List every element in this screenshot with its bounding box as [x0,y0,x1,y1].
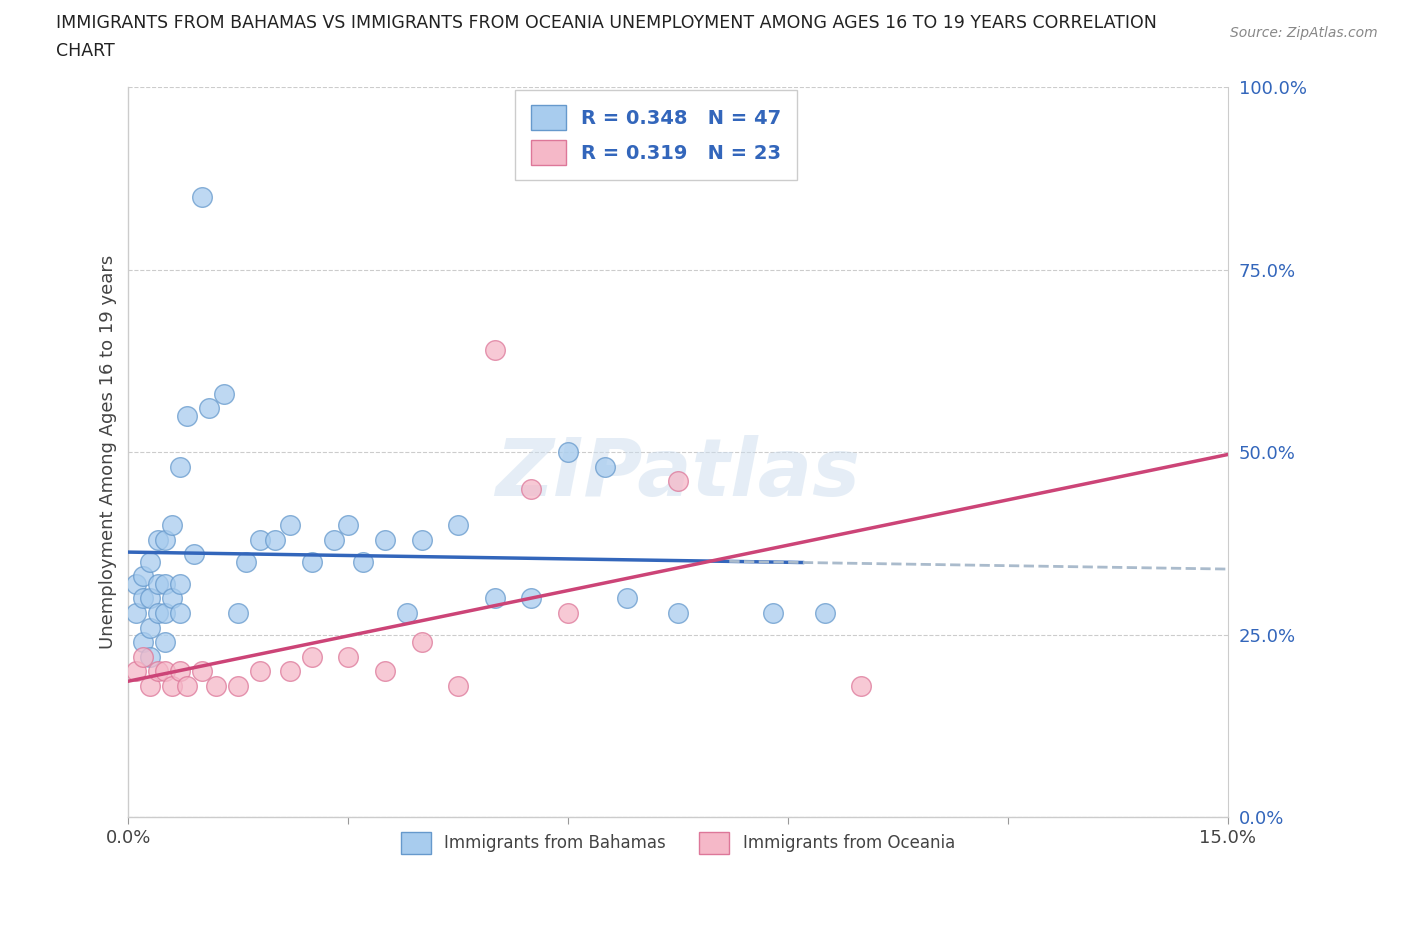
Point [447,518,470,533]
Point [176,408,198,423]
Point [153,577,176,591]
Point [557,445,579,459]
Point [301,649,323,664]
Point [153,664,176,679]
Point [235,554,257,569]
Point [169,459,191,474]
Point [762,605,785,620]
Point [520,591,543,605]
Point [851,679,873,694]
Point [139,591,162,605]
Text: IMMIGRANTS FROM BAHAMAS VS IMMIGRANTS FROM OCEANIA UNEMPLOYMENT AMONG AGES 16 TO: IMMIGRANTS FROM BAHAMAS VS IMMIGRANTS FR… [56,14,1157,32]
Text: CHART: CHART [56,42,115,60]
Point [616,591,638,605]
Point [146,664,169,679]
Point [176,679,198,694]
Legend: Immigrants from Bahamas, Immigrants from Oceania: Immigrants from Bahamas, Immigrants from… [394,826,962,860]
Point [162,518,184,533]
Point [411,634,433,649]
Point [132,591,155,605]
Point [813,605,835,620]
Point [162,591,184,605]
Point [190,664,212,679]
Point [352,554,374,569]
Text: ZIPatlas: ZIPatlas [495,435,860,513]
Point [249,664,271,679]
Point [212,386,235,401]
Point [337,518,360,533]
Point [228,679,250,694]
Point [146,577,169,591]
Point [666,605,689,620]
Point [278,518,301,533]
Point [322,533,344,548]
Point [190,189,212,204]
Point [139,649,162,664]
Point [205,679,228,694]
Point [411,533,433,548]
Point [301,554,323,569]
Point [183,547,205,562]
Point [139,554,162,569]
Point [132,649,155,664]
Point [132,634,155,649]
Point [198,401,221,416]
Text: Source: ZipAtlas.com: Source: ZipAtlas.com [1230,26,1378,40]
Point [153,634,176,649]
Point [264,533,287,548]
Point [139,679,162,694]
Point [278,664,301,679]
Point [374,533,396,548]
Point [169,577,191,591]
Point [132,569,155,584]
Point [249,533,271,548]
Point [228,605,250,620]
Point [557,605,579,620]
Point [520,482,543,497]
Point [593,459,616,474]
Point [169,605,191,620]
Point [153,533,176,548]
Point [125,577,148,591]
Point [666,474,689,489]
Point [139,620,162,635]
Point [447,679,470,694]
Point [125,664,148,679]
Point [484,342,506,357]
Point [146,605,169,620]
Point [153,605,176,620]
Point [484,591,506,605]
Point [162,679,184,694]
Y-axis label: Unemployment Among Ages 16 to 19 years: Unemployment Among Ages 16 to 19 years [100,255,117,649]
Point [374,664,396,679]
Point [337,649,360,664]
Point [169,664,191,679]
Point [395,605,418,620]
Point [146,533,169,548]
Point [125,605,148,620]
